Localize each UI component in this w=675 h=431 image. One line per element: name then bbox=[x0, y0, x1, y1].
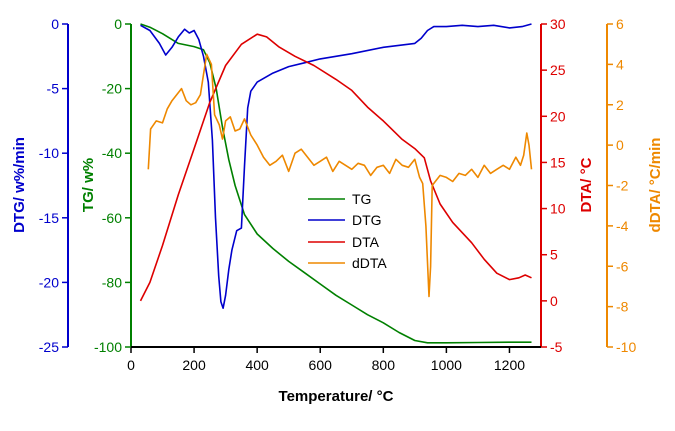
dta-tick-label: 15 bbox=[550, 154, 566, 170]
legend-label-tg: TG bbox=[352, 191, 371, 207]
tg-tick-label: -40 bbox=[102, 145, 122, 161]
ddta-tick-label: 0 bbox=[616, 137, 624, 153]
ddta-tick-label: -8 bbox=[616, 299, 629, 315]
ddta-tick-label: -10 bbox=[616, 339, 636, 355]
dta-tick-label: 10 bbox=[550, 201, 566, 217]
ticks-layer: 0 200 400 600 800 1000 12000-5-10-15-20-250-20… bbox=[39, 16, 637, 373]
series-line-dta bbox=[139, 33, 532, 302]
x-axis-title: Temperature/ °C bbox=[279, 388, 394, 405]
series-layer bbox=[139, 23, 533, 344]
dtg-tick-label: -25 bbox=[39, 339, 59, 355]
ddta-tick-label: 4 bbox=[616, 56, 624, 72]
tg-tick-label: -20 bbox=[102, 81, 122, 97]
dta-tick-label: 5 bbox=[550, 247, 558, 263]
dta-tick-label: 0 bbox=[550, 293, 558, 309]
legend-label-dtg: DTG bbox=[352, 212, 382, 228]
ddta-tick-label: 6 bbox=[616, 16, 624, 32]
legend: TG DTG DTA dDTA bbox=[308, 191, 387, 271]
dta-axis-title: DTA/ °C bbox=[578, 157, 595, 212]
ddta-tick-label: -6 bbox=[616, 258, 629, 274]
legend-label-dta: DTA bbox=[352, 234, 380, 250]
x-tick-label: 400 bbox=[245, 357, 269, 373]
dtg-tick-label: -20 bbox=[39, 274, 59, 290]
dtg-tick-label: -5 bbox=[47, 81, 60, 97]
tg-tick-label: 0 bbox=[114, 16, 122, 32]
dta-tick-label: 30 bbox=[550, 16, 566, 32]
dta-tick-label: 25 bbox=[550, 62, 566, 78]
ddta-axis-title: dDTA/ °C/min bbox=[647, 138, 664, 233]
series-line-dtg bbox=[140, 23, 532, 310]
tg-tick-label: -80 bbox=[102, 274, 122, 290]
tg-axis-title: TG/ w% bbox=[80, 158, 97, 212]
x-tick-label: 1200 bbox=[494, 357, 525, 373]
x-tick-label: 600 bbox=[309, 357, 333, 373]
series-line-tg bbox=[140, 23, 532, 344]
x-tick-label: 800 bbox=[372, 357, 396, 373]
dtg-tick-label: -10 bbox=[39, 145, 59, 161]
dta-tick-label: -5 bbox=[550, 339, 563, 355]
x-tick-label: 200 bbox=[182, 357, 206, 373]
legend-label-ddta: dDTA bbox=[352, 255, 387, 271]
ddta-tick-label: 2 bbox=[616, 97, 624, 113]
series-line-ddta bbox=[147, 53, 533, 298]
dtg-axis-title: DTG/ w%/min bbox=[11, 137, 28, 233]
dtg-tick-label: -15 bbox=[39, 210, 59, 226]
x-tick-label: 0 bbox=[127, 357, 135, 373]
tg-tick-label: -60 bbox=[102, 210, 122, 226]
tg-tick-label: -100 bbox=[94, 339, 122, 355]
dta-tick-label: 20 bbox=[550, 108, 566, 124]
x-tick-label: 1000 bbox=[431, 357, 462, 373]
ddta-tick-label: -2 bbox=[616, 178, 629, 194]
dtg-tick-label: 0 bbox=[51, 16, 59, 32]
ddta-tick-label: -4 bbox=[616, 218, 629, 234]
